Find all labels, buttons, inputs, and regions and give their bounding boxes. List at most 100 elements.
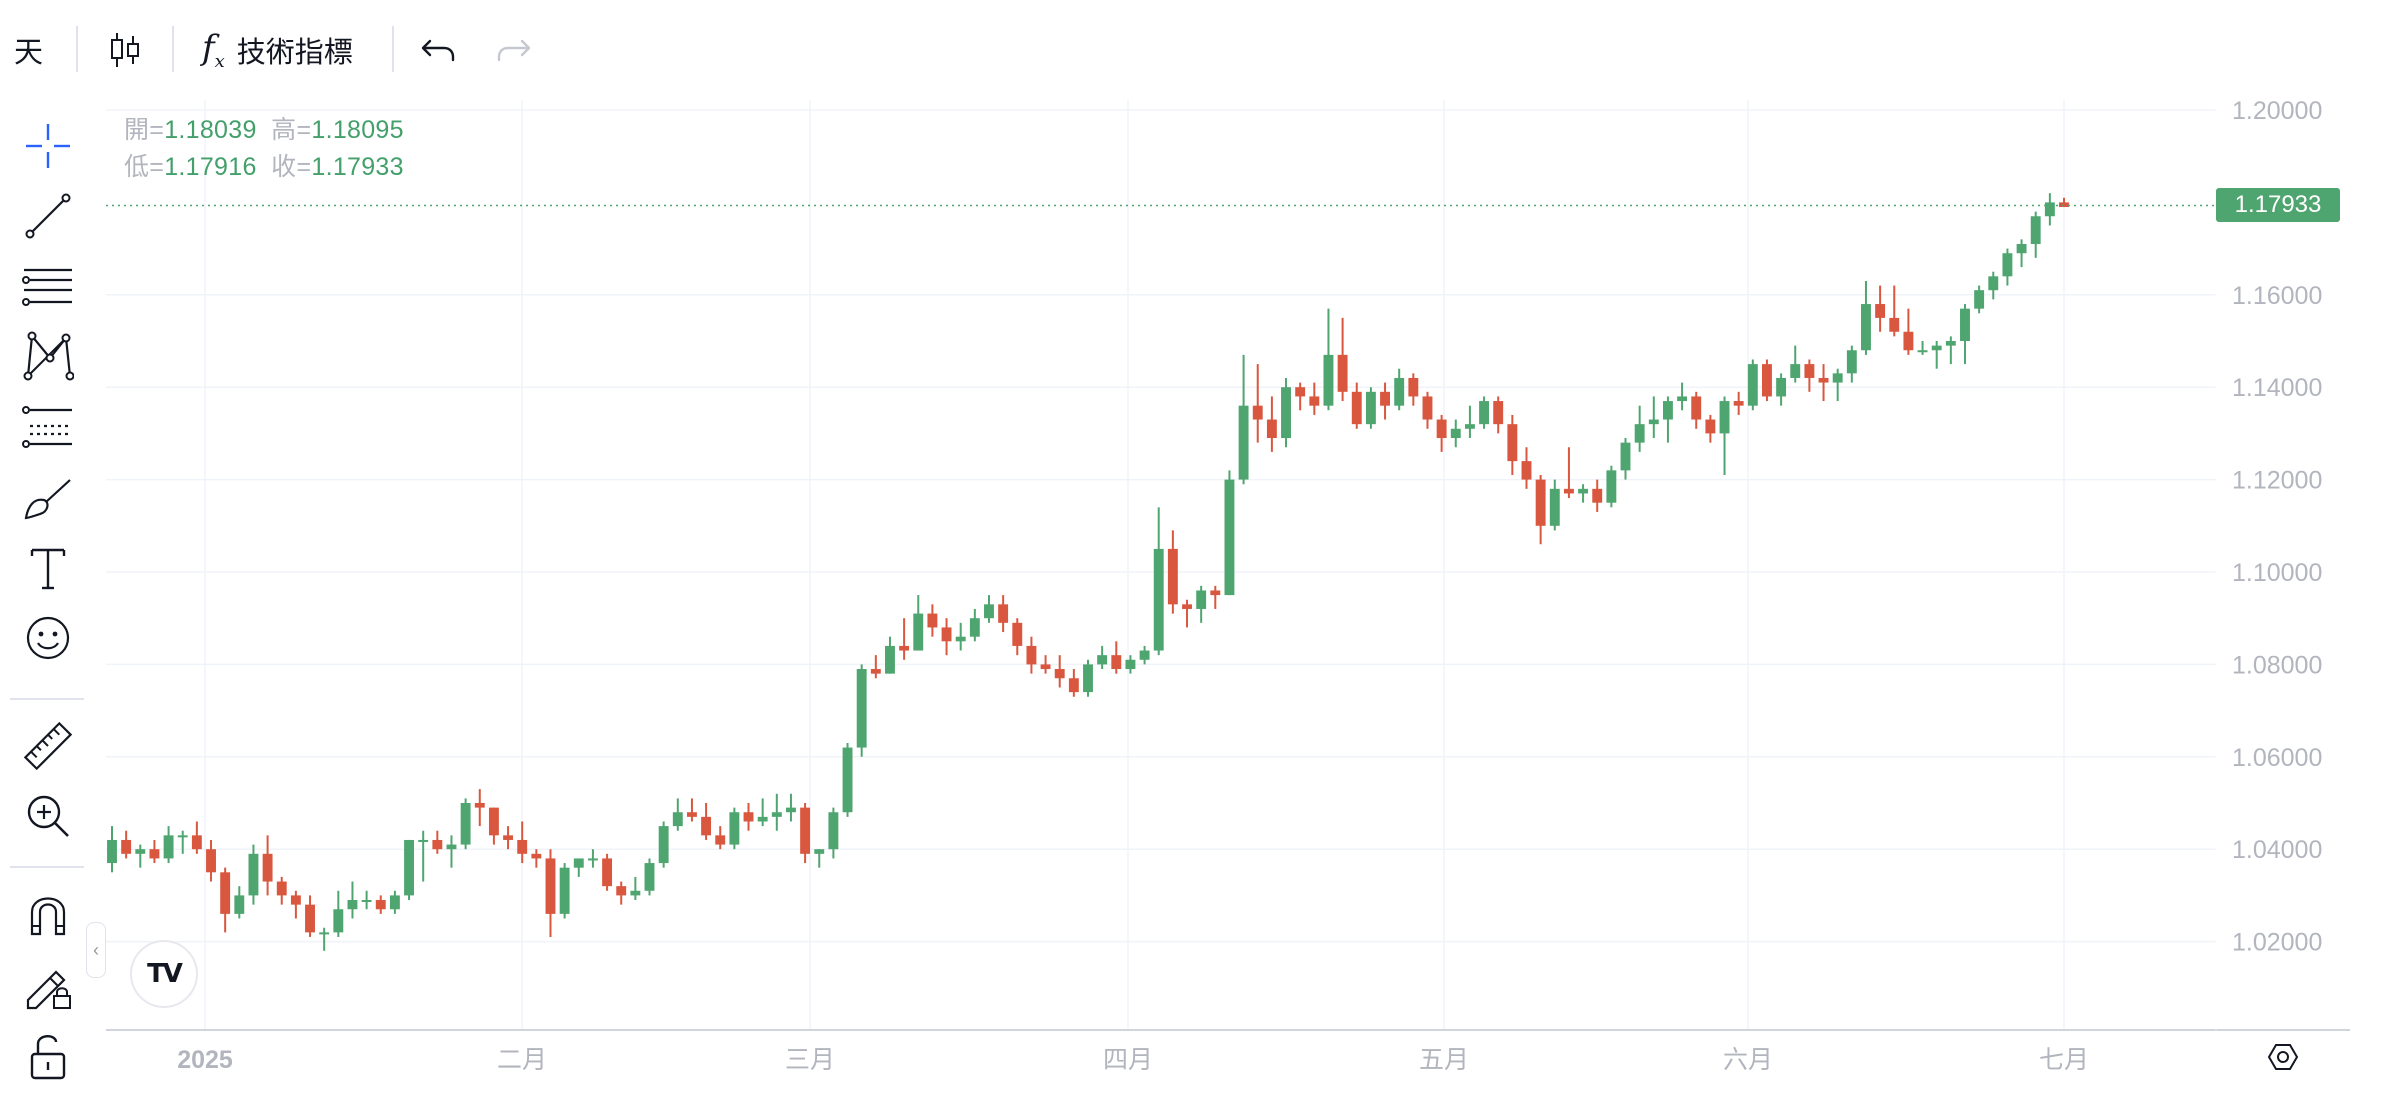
lock-drawing-button[interactable] [18, 956, 78, 1016]
candle-body [545, 858, 556, 914]
candle-body [2030, 216, 2041, 244]
magnet-icon [30, 897, 66, 936]
candle-body [474, 803, 485, 808]
brush-icon [24, 479, 71, 520]
chart-type-button[interactable] [108, 24, 142, 76]
chart-settings-button[interactable] [2266, 1040, 2300, 1074]
zoom-in-button[interactable] [18, 786, 78, 846]
magnet-button[interactable] [18, 884, 78, 944]
interval-button[interactable]: 天 [14, 37, 44, 69]
ruler-button[interactable] [18, 716, 78, 776]
drawing-toolbar [0, 100, 96, 1118]
collapse-toolbar-handle[interactable]: ‹ [86, 922, 106, 978]
candle-body [1691, 396, 1702, 420]
candle-body [262, 853, 273, 882]
candle-body [1408, 377, 1419, 397]
candle-body [814, 849, 825, 854]
high-value: 1.18095 [311, 116, 404, 144]
candle-body [206, 849, 216, 873]
time-axis-label: 六月 [1723, 1046, 1773, 1074]
candle-body [418, 839, 429, 842]
candle-body [1337, 354, 1348, 392]
unlock-icon [30, 1035, 66, 1080]
candle-body [842, 747, 853, 813]
candle-body [1917, 350, 1928, 353]
candle-body [899, 645, 910, 651]
candle-body [1606, 470, 1617, 503]
candle-body [672, 812, 683, 827]
candle-body [1521, 461, 1532, 480]
candle-body [743, 812, 754, 822]
tradingview-logo[interactable]: TV [130, 940, 198, 1008]
candle-body [517, 839, 528, 854]
candle-body [1804, 364, 1815, 378]
candle-body [1012, 622, 1023, 646]
candle-body [319, 932, 330, 935]
time-axis-label: 五月 [1419, 1046, 1469, 1074]
candle-body [941, 627, 952, 642]
candle-body [234, 895, 245, 914]
candle-body [1295, 387, 1306, 397]
candle-body [885, 645, 895, 674]
fx-icon: fx [202, 28, 225, 72]
toolbar-divider [76, 26, 78, 72]
pattern-icon [23, 331, 74, 381]
fib-retracement-button[interactable] [18, 256, 78, 316]
price-axis-label: 1.08000 [2232, 651, 2322, 679]
crosshair-button[interactable] [18, 116, 78, 176]
candle-body [1422, 396, 1433, 420]
candle-body [856, 669, 867, 748]
candle-body [1450, 428, 1461, 439]
unlock-button[interactable] [18, 1026, 78, 1086]
candle-body [1125, 659, 1136, 670]
candle-body [1578, 488, 1589, 494]
text-tool-button[interactable] [18, 538, 78, 598]
candle-body [1266, 419, 1277, 439]
candle-body [1054, 669, 1065, 679]
pattern-button[interactable] [18, 326, 78, 386]
candle-body [2044, 202, 2055, 217]
candle-body [587, 858, 598, 861]
candle-body [1097, 655, 1108, 665]
candle-body [446, 844, 457, 850]
ruler-icon [23, 721, 73, 771]
candle-body [2016, 243, 2027, 254]
candle-body [969, 618, 980, 637]
candle-body [1733, 401, 1744, 406]
price-axis-label: 1.20000 [2232, 97, 2322, 125]
candle-body [305, 904, 315, 933]
candle-body [361, 900, 372, 903]
brush-button[interactable] [18, 468, 78, 528]
toolbar-divider [172, 26, 174, 72]
toolbar-divider [10, 866, 84, 868]
candle-body [686, 812, 697, 817]
candle-body [1182, 604, 1192, 609]
price-axis-label: 1.12000 [2232, 467, 2322, 495]
candle-body [1960, 308, 1970, 341]
redo-button[interactable] [494, 24, 532, 76]
candle-body [404, 839, 414, 896]
forecast-button[interactable] [18, 398, 78, 458]
candle-body [1436, 419, 1447, 439]
time-axis-label: 四月 [1103, 1046, 1153, 1074]
time-axis-label: 七月 [2039, 1046, 2089, 1074]
undo-button[interactable] [420, 24, 458, 76]
price-axis-label: 1.04000 [2232, 836, 2322, 864]
lock-drawing-icon [26, 970, 71, 1010]
candle-body [602, 858, 613, 887]
candle-body [1662, 401, 1673, 420]
fib-retracement-icon [22, 268, 72, 306]
candle-body [715, 835, 726, 845]
candle-body [107, 839, 117, 864]
indicators-button[interactable]: fx 技術指標 [202, 24, 353, 76]
settings-icon [2267, 1044, 2299, 1070]
trend-line-button[interactable] [18, 186, 78, 246]
low-label: 低= [124, 153, 165, 181]
candle-body [1846, 350, 1857, 374]
candle-body [191, 835, 202, 850]
candle-body [1281, 387, 1291, 439]
zoom-in-icon [27, 795, 69, 837]
emoji-button[interactable] [18, 608, 78, 668]
